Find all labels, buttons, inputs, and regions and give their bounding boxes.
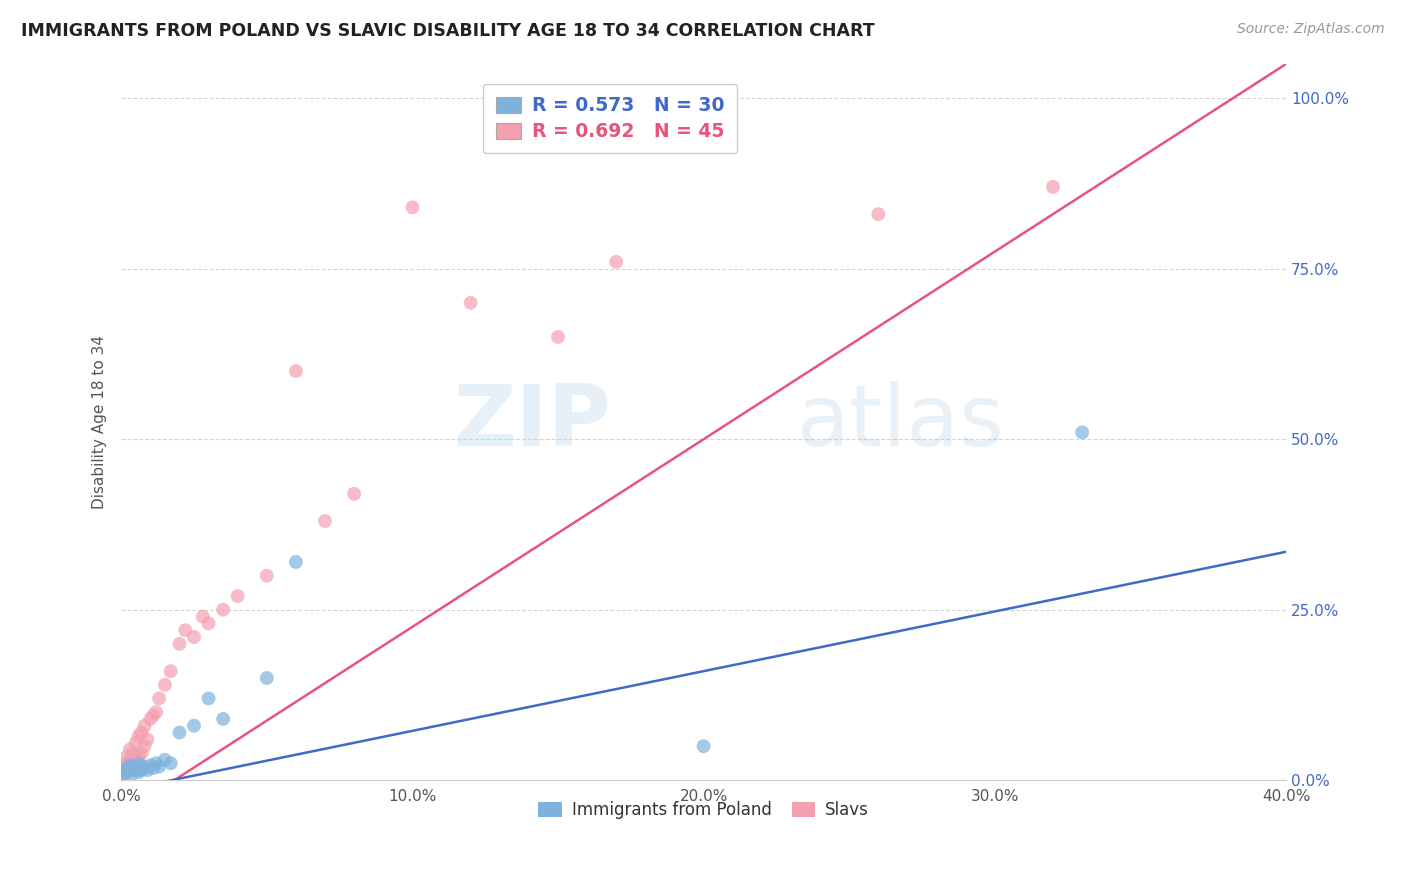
Point [148,691,170,706]
Point [118,742,141,756]
Point [112,766,135,780]
Point [121,766,143,780]
Point [115,749,138,764]
Point [142,761,165,775]
Legend: Immigrants from Poland, Slavs: Immigrants from Poland, Slavs [531,795,876,826]
Point [115,761,138,775]
Point [159,756,181,771]
Point [128,765,150,780]
Point [112,765,135,780]
Point [125,763,148,777]
Text: ZIP: ZIP [453,381,610,464]
Point [314,514,336,528]
Point [118,763,141,777]
Point [118,753,141,767]
Point [139,758,162,772]
Point [460,295,482,310]
Text: Source: ZipAtlas.com: Source: ZipAtlas.com [1237,22,1385,37]
Point [131,763,153,777]
Point [136,732,159,747]
Point [128,749,150,764]
Point [134,739,156,754]
Point [183,719,205,733]
Point [1042,179,1064,194]
Point [212,603,235,617]
Point [153,753,176,767]
Point [142,708,165,723]
Y-axis label: Disability Age 18 to 34: Disability Age 18 to 34 [93,335,107,509]
Point [197,691,219,706]
Point [128,756,150,771]
Point [125,761,148,775]
Point [1071,425,1094,440]
Point [131,746,153,760]
Point [121,746,143,760]
Point [125,758,148,772]
Text: atlas: atlas [797,381,1005,464]
Point [115,765,138,780]
Point [284,364,307,378]
Point [159,664,181,678]
Text: IMMIGRANTS FROM POLAND VS SLAVIC DISABILITY AGE 18 TO 34 CORRELATION CHART: IMMIGRANTS FROM POLAND VS SLAVIC DISABIL… [21,22,875,40]
Point [284,555,307,569]
Point [136,763,159,777]
Point [547,330,569,344]
Point [112,763,135,777]
Point [212,712,235,726]
Point [131,761,153,775]
Point [125,736,148,750]
Point [169,725,191,739]
Point [174,624,197,638]
Point [115,763,138,777]
Point [692,739,714,754]
Point [139,712,162,726]
Point [121,761,143,775]
Point [256,568,278,582]
Point [112,759,135,773]
Point [256,671,278,685]
Point [191,609,214,624]
Point [197,616,219,631]
Point [118,759,141,773]
Point [128,729,150,743]
Point [121,759,143,773]
Point [115,756,138,771]
Point [401,200,423,214]
Point [343,487,366,501]
Point [145,756,167,771]
Point [121,754,143,768]
Point [112,768,135,782]
Point [118,758,141,772]
Point [226,589,249,603]
Point [125,747,148,762]
Point [131,725,153,739]
Point [153,678,176,692]
Point [868,207,890,221]
Point [134,759,156,773]
Point [134,719,156,733]
Point [183,630,205,644]
Point [148,759,170,773]
Point [145,705,167,719]
Point [605,255,627,269]
Point [169,637,191,651]
